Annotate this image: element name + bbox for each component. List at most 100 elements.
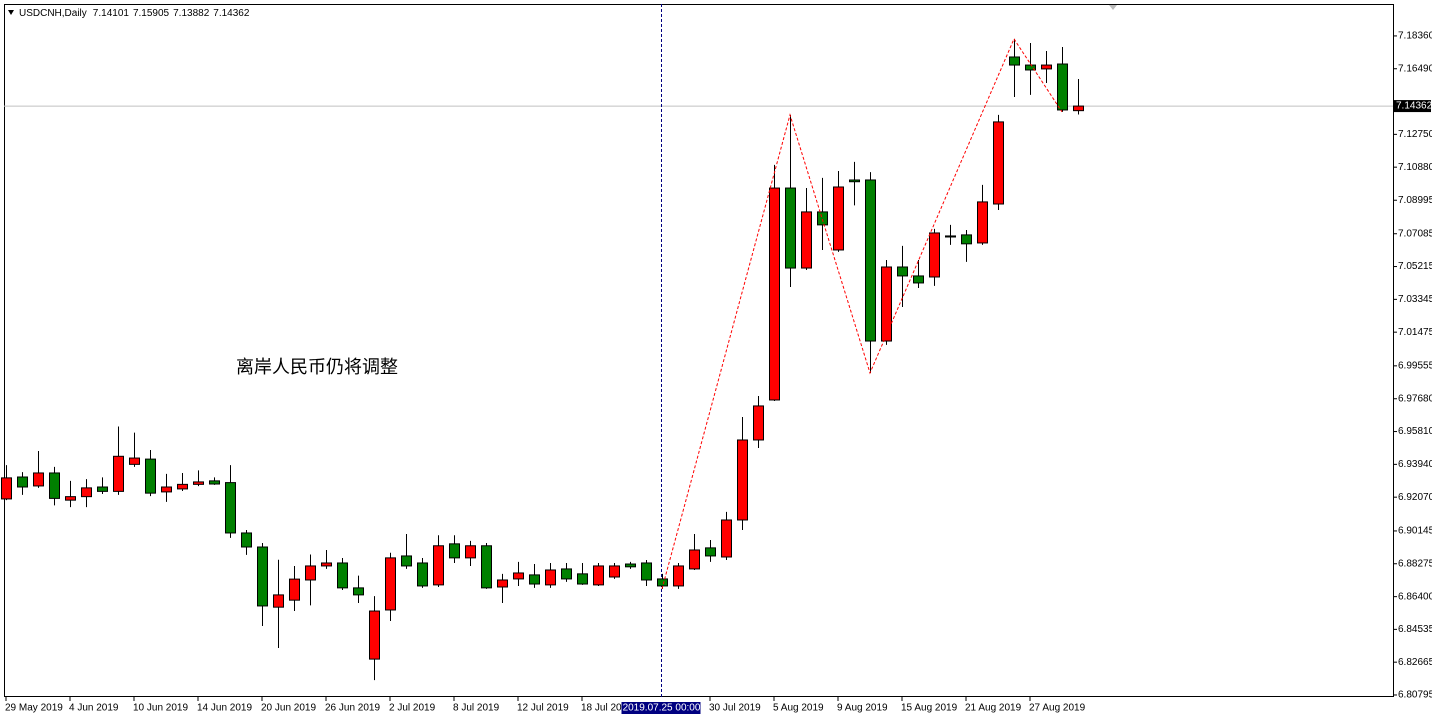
candle-body: [945, 235, 956, 238]
chart-title: USDCNH,Daily: [19, 8, 87, 19]
candle-body: [353, 587, 364, 596]
candle-body: [881, 266, 892, 342]
x-tick-label: 10 Jun 2019: [133, 703, 188, 714]
current-price-box: [1393, 100, 1431, 113]
low-value: 7.13882: [173, 8, 210, 19]
candle-body: [785, 187, 796, 269]
candle-body: [321, 562, 332, 567]
candle-body: [1009, 56, 1020, 66]
candle-body: [497, 579, 508, 588]
candle-body: [369, 610, 380, 660]
y-tick-label: 7.10880: [1398, 162, 1432, 173]
candle-body: [289, 578, 300, 601]
candle-body: [849, 179, 860, 183]
menu-triangle[interactable]: [8, 10, 14, 15]
candle-body: [929, 232, 940, 278]
candle-body: [129, 457, 140, 465]
scroll-marker: [1109, 5, 1117, 10]
candle-body: [1057, 63, 1068, 111]
candle-body: [673, 565, 684, 587]
x-tick-label: 2 Jul 2019: [389, 703, 436, 714]
y-tick-label: 6.80795: [1398, 690, 1432, 701]
x-tick-label: 14 Jun 2019: [197, 703, 252, 714]
close-value: 7.14362: [213, 8, 250, 19]
chart-header: USDCNH,Daily 7.14101 7.15905 7.13882 7.14362: [19, 8, 250, 19]
y-tick-label: 7.03345: [1398, 294, 1432, 305]
candle-body: [225, 482, 236, 534]
candle-body: [529, 574, 540, 585]
current-price-label: 7.14362: [1396, 101, 1432, 112]
candle-body: [193, 481, 204, 485]
zigzag-line: [661, 37, 1063, 590]
candle-body: [65, 496, 76, 501]
x-tick-label: 26 Jun 2019: [325, 703, 380, 714]
y-tick-label: 7.07085: [1398, 228, 1432, 239]
candle-body: [977, 201, 988, 244]
candle-body: [49, 472, 60, 499]
high-value: 7.15905: [133, 8, 170, 19]
candle-body: [177, 483, 188, 490]
y-tick-label: 6.88275: [1398, 558, 1432, 569]
candle-body: [577, 573, 588, 585]
y-tick-label: 7.01475: [1398, 327, 1432, 338]
y-tick-label: 7.18360: [1398, 31, 1432, 42]
x-tick-label: 29 May 2019: [5, 703, 63, 714]
candle-body: [609, 565, 620, 578]
candle-body: [97, 486, 108, 492]
candle-body: [449, 543, 460, 559]
candle-body: [145, 458, 156, 494]
y-tick-label: 7.16490: [1398, 63, 1432, 74]
candle-body: [561, 568, 572, 580]
candle-body: [753, 405, 764, 441]
annotation: 离岸人民币仍将调整: [236, 357, 398, 378]
candle-body: [625, 563, 636, 568]
candle-body: [161, 486, 172, 493]
candle-body: [1, 477, 12, 500]
candle-body: [817, 211, 828, 226]
y-tick-label: 6.95810: [1398, 426, 1432, 437]
y-tick-label: 6.92070: [1398, 492, 1432, 503]
y-tick-label: 7.08995: [1398, 195, 1432, 206]
y-tick-label: 6.99555: [1398, 360, 1432, 371]
y-tick-label: 6.84535: [1398, 624, 1432, 635]
y-tick-label: 6.93940: [1398, 459, 1432, 470]
y-tick-label: 6.97680: [1398, 393, 1432, 404]
candle-body: [305, 565, 316, 581]
y-tick-label: 7.12750: [1398, 129, 1432, 140]
candle-body: [433, 545, 444, 586]
candle-body: [33, 472, 44, 487]
candle-body: [481, 545, 492, 589]
candle-body: [689, 549, 700, 570]
candle-body: [113, 455, 124, 492]
x-tick-label: 21 Aug 2019: [965, 703, 1022, 714]
candle-body: [833, 186, 844, 251]
crosshair-box: [621, 702, 701, 714]
candle-body: [993, 121, 1004, 205]
candle-body: [913, 275, 924, 284]
x-tick-label: 8 Jul 2019: [453, 703, 500, 714]
x-tick-label: 4 Jun 2019: [69, 703, 119, 714]
candle-body: [1025, 64, 1036, 71]
candle-body: [273, 594, 284, 608]
open-value: 7.14101: [93, 8, 130, 19]
candle-body: [545, 569, 556, 586]
x-tick-label: 5 Aug 2019: [773, 703, 824, 714]
candle-body: [737, 439, 748, 521]
candle-body: [897, 266, 908, 277]
candle-body: [801, 211, 812, 269]
x-tick-label: 12 Jul 2019: [517, 703, 569, 714]
candle-body: [209, 480, 220, 485]
candle-body: [865, 179, 876, 342]
candle-body: [1041, 64, 1052, 70]
y-tick-label: 6.86400: [1398, 591, 1432, 602]
candle-body: [721, 519, 732, 558]
x-tick-label: 27 Aug 2019: [1029, 703, 1086, 714]
candle-body: [465, 545, 476, 559]
y-tick-label: 6.82665: [1398, 657, 1432, 668]
x-tick-label: 30 Jul 2019: [709, 703, 761, 714]
plot-frame: [4, 4, 1394, 697]
candle-body: [769, 187, 780, 401]
candle-body: [337, 562, 348, 589]
